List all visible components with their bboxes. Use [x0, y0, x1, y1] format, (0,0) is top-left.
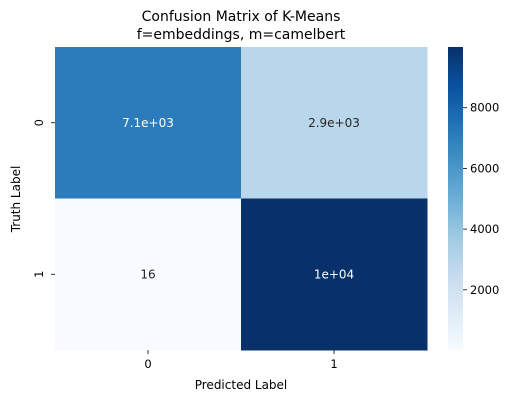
heatmap-cell: [55, 198, 242, 351]
cell-value-label: 16: [140, 267, 155, 281]
chart-title: Confusion Matrix of K-Means: [142, 9, 341, 25]
y-tick-label: 1: [32, 271, 46, 278]
colorbar-tick-label: 4000: [470, 222, 499, 236]
chart-subtitle: f=embeddings, m=camelbert: [137, 27, 346, 43]
x-axis-label: Predicted Label: [195, 378, 288, 392]
y-tick-label: 0: [32, 119, 46, 126]
cell-value-label: 2.9e+03: [308, 116, 360, 130]
colorbar-tick-label: 8000: [470, 101, 499, 115]
colorbar-ticks: 2000 4000 6000 8000: [463, 101, 499, 297]
heatmap-cell: [55, 47, 242, 199]
colorbar: [448, 47, 463, 350]
heatmap-cell: [241, 47, 428, 199]
cell-value-label: 1e+04: [314, 267, 354, 281]
y-axis-ticks: 01: [32, 119, 55, 278]
colorbar-tick-label: 2000: [470, 283, 499, 297]
heatmap-cells: 7.1e+03 2.9e+03 16 1e+04: [55, 47, 428, 351]
x-tick-label: 0: [144, 357, 151, 371]
heatmap-cell: [241, 198, 428, 351]
y-axis-label: Truth Label: [9, 166, 23, 234]
colorbar-tick-label: 6000: [470, 161, 499, 175]
cell-value-label: 7.1e+03: [122, 116, 174, 130]
x-tick-label: 1: [330, 357, 337, 371]
